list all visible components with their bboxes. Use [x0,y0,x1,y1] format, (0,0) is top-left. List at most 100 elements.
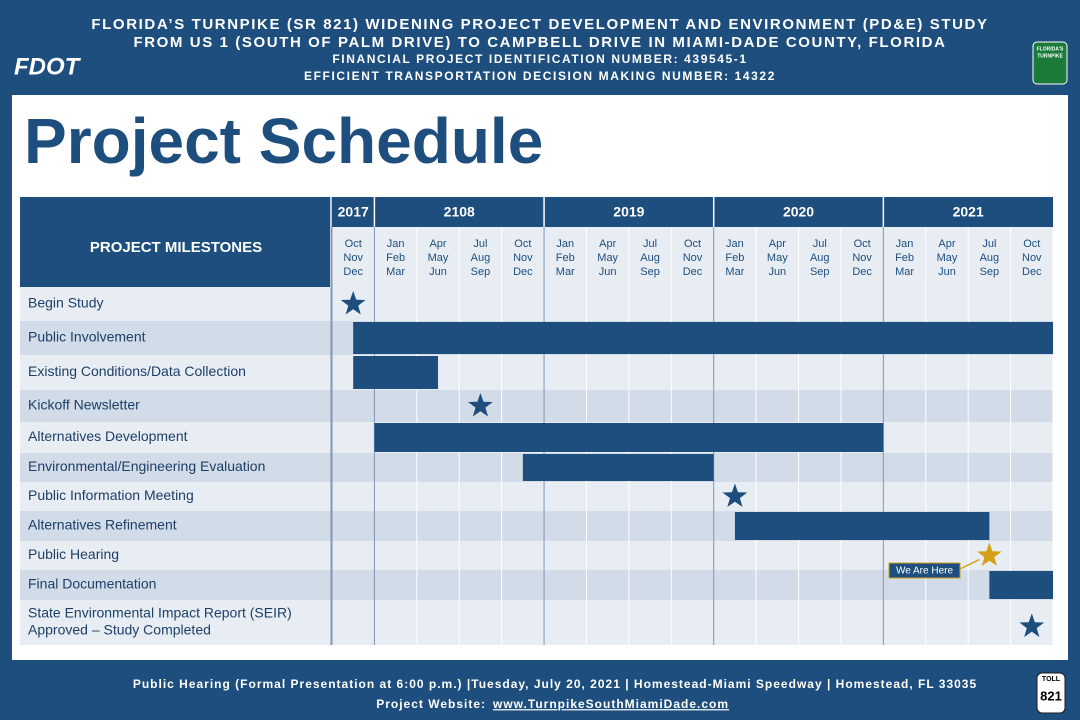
month-label: Mar [386,266,405,278]
month-label: Dec [1022,266,1042,278]
month-label: Oct [1023,238,1040,250]
month-label: Feb [725,252,744,264]
year-label: 2019 [613,204,644,220]
month-label: May [767,252,788,264]
milestone-label: Alternatives Refinement [28,517,177,533]
shield-number: 821 [1040,688,1062,703]
row-background [20,570,1053,600]
milestone-label: Environmental/Engineering Evaluation [28,458,265,474]
month-label: Feb [895,252,914,264]
month-label: Oct [345,238,362,250]
month-label: May [937,252,958,264]
milestone-label: Approved – Study Completed [28,622,211,638]
footer-line: Public Hearing (Formal Presentation at 6… [133,677,977,691]
month-label: Jun [938,266,956,278]
month-label: Jun [429,266,447,278]
month-label: Jul [982,238,996,250]
year-row [332,197,1053,227]
month-label: Dec [852,266,872,278]
header-line: FROM US 1 (SOUTH OF PALM DRIVE) TO CAMPB… [133,34,946,51]
month-label: Oct [514,238,531,250]
milestone-label: Public Involvement [28,329,146,345]
page-title: Project Schedule [24,105,543,177]
turnpike-logo [1032,41,1068,85]
milestone-label: Final Documentation [28,576,156,592]
milestone-label: Begin Study [28,295,104,311]
milestone-label: Public Hearing [28,546,119,562]
schedule-bar [522,454,714,481]
month-label: Apr [769,238,786,250]
month-label: Feb [556,252,575,264]
row-background [20,355,1053,390]
month-label: Dec [343,266,363,278]
shield-top: TOLL [1042,676,1061,683]
month-label: Aug [640,252,660,264]
month-label: Mar [725,266,744,278]
year-label: 2021 [953,204,984,220]
milestone-star [1019,613,1045,637]
milestone-star [977,542,1002,566]
month-label: May [428,252,449,264]
month-label: Dec [513,266,533,278]
row-background [20,390,1053,422]
month-label: Jan [726,238,744,250]
header-line: EFFICIENT TRANSPORTATION DECISION MAKING… [304,69,776,83]
schedule-bar [734,512,990,540]
month-label: Apr [599,238,616,250]
turnpike-logo-text: TURNPIKE [1037,53,1063,59]
month-label: Oct [684,238,701,250]
month-label: Sep [471,266,491,278]
month-label: Nov [683,252,703,264]
website-link[interactable]: www.TurnpikeSouthMiamiDade.com [492,697,729,711]
milestone-star [468,393,493,417]
schedule-bar [989,571,1053,599]
month-label: Jul [473,238,487,250]
fdot-logo: FDOT [14,53,82,80]
milestone-star [340,291,366,315]
header-line: FINANCIAL PROJECT IDENTIFICATION NUMBER:… [332,52,747,66]
milestone-label: Public Information Meeting [28,487,194,503]
month-label: Nov [852,252,872,264]
milestone-label: Alternatives Development [28,428,188,444]
row-background [20,482,1053,511]
month-label: May [597,252,618,264]
schedule-bar [353,322,1053,354]
milestone-label: Existing Conditions/Data Collection [28,363,246,379]
month-label: Jan [556,238,574,250]
month-label: Jan [896,238,914,250]
row-background [20,541,1053,570]
corner-label: PROJECT MILESTONES [90,239,262,256]
toll-shield [1036,672,1066,714]
header-line: FLORIDA’S TURNPIKE (SR 821) WIDENING PRO… [91,16,988,33]
year-label: 2020 [783,204,814,220]
month-label: Apr [429,238,446,250]
month-label: Feb [386,252,405,264]
month-label: Jan [387,238,405,250]
month-label: Sep [980,266,1000,278]
schedule-bar [374,423,884,452]
month-label: Jul [643,238,657,250]
month-label: Jun [768,266,786,278]
row-background [20,600,1053,645]
year-label: 2017 [338,204,369,220]
month-row [332,227,1053,287]
schedule-bar [353,356,439,389]
month-label: Apr [938,238,955,250]
month-label: Nov [343,252,363,264]
annotation-text: We Are Here [896,566,953,577]
month-label: Mar [556,266,575,278]
month-label: Aug [980,252,1000,264]
month-label: Aug [810,252,830,264]
month-label: Mar [895,266,914,278]
turnpike-logo-text: FLORIDA'S [1037,46,1064,52]
milestone-label: Kickoff Newsletter [28,397,140,413]
month-label: Dec [683,266,703,278]
month-label: Nov [1022,252,1042,264]
month-label: Sep [810,266,830,278]
corner-header [20,197,330,287]
month-label: Aug [471,252,491,264]
month-label: Sep [640,266,660,278]
month-label: Jun [599,266,617,278]
month-label: Jul [813,238,827,250]
